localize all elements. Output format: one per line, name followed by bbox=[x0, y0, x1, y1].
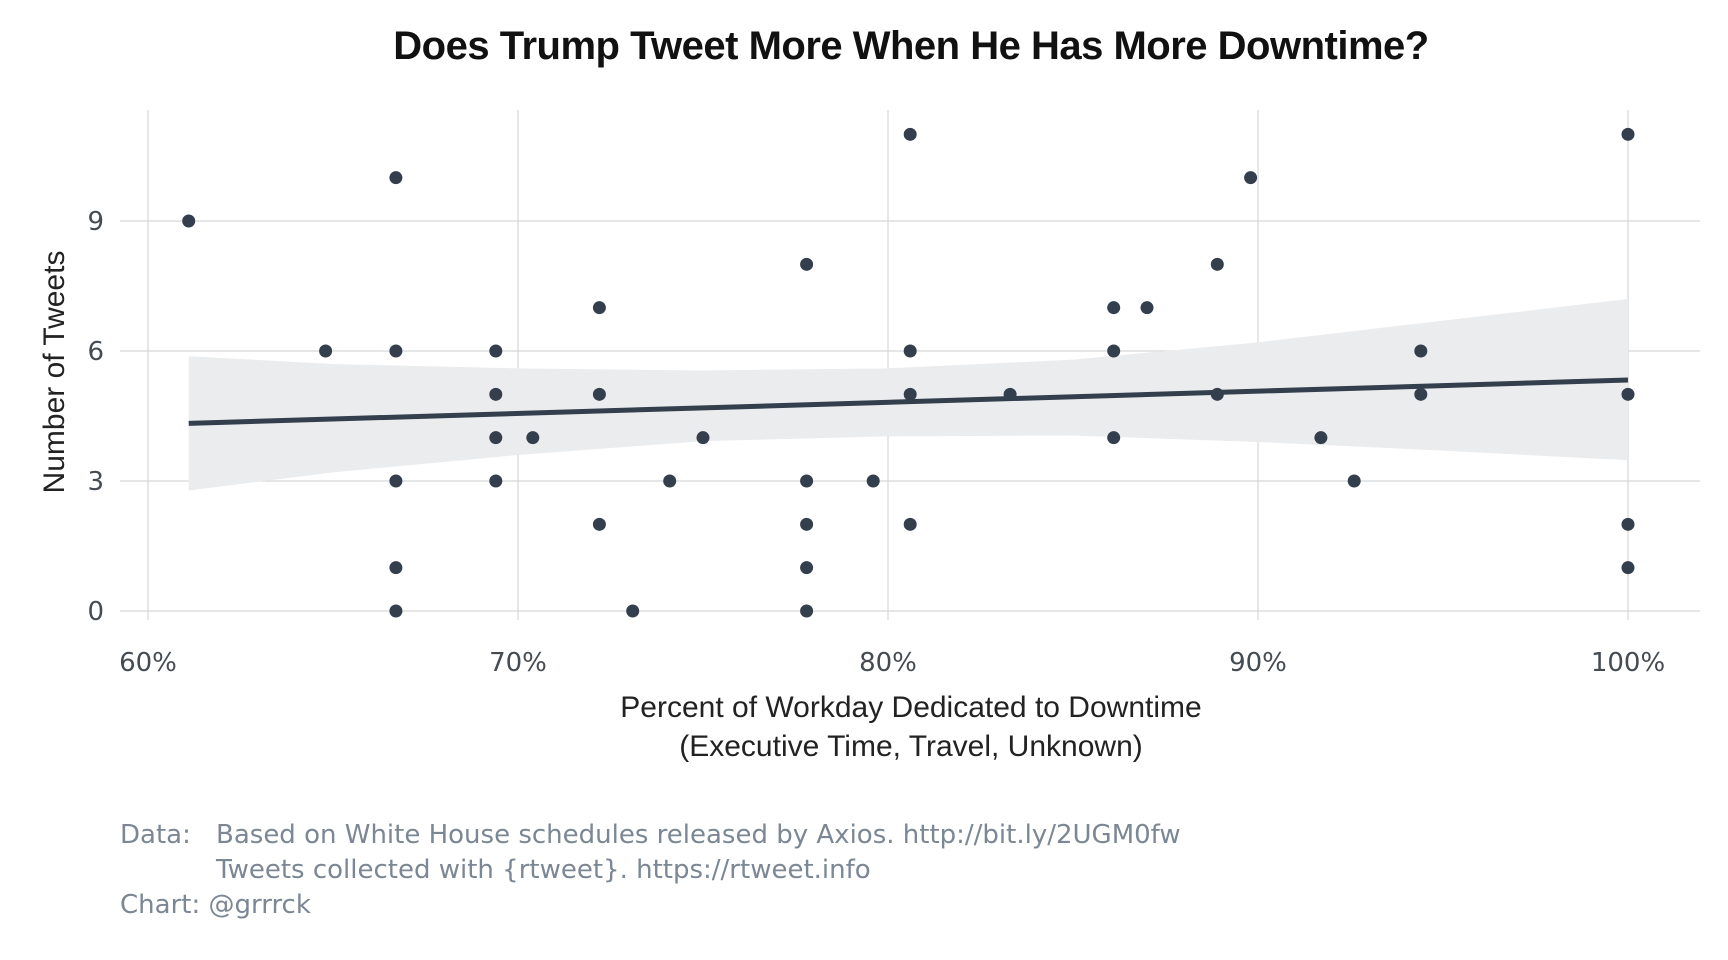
data-point bbox=[903, 127, 917, 141]
data-point bbox=[1107, 344, 1121, 358]
data-point bbox=[903, 344, 917, 358]
data-point bbox=[696, 431, 710, 445]
data-point bbox=[1210, 257, 1224, 271]
data-point bbox=[1414, 387, 1428, 401]
data-point bbox=[1621, 561, 1635, 575]
data-point bbox=[626, 604, 640, 618]
data-point bbox=[1244, 171, 1258, 185]
data-point bbox=[592, 301, 606, 315]
data-point bbox=[800, 561, 814, 575]
x-tick-label: 80% bbox=[859, 648, 917, 678]
data-point bbox=[389, 171, 403, 185]
data-point bbox=[1314, 431, 1328, 445]
data-point bbox=[182, 214, 196, 228]
data-point bbox=[663, 474, 677, 488]
data-point bbox=[389, 344, 403, 358]
data-point bbox=[592, 517, 606, 531]
caption-spacer bbox=[120, 853, 216, 888]
x-axis-label-line-1: Percent of Workday Dedicated to Downtime bbox=[620, 691, 1201, 724]
data-point bbox=[1621, 517, 1635, 531]
data-point bbox=[800, 517, 814, 531]
caption-data-source: Based on White House schedules released … bbox=[216, 820, 1181, 850]
data-point bbox=[903, 387, 917, 401]
chart-caption: Data: Based on White House schedules rel… bbox=[120, 818, 1181, 923]
x-tick-label: 100% bbox=[1591, 648, 1665, 678]
x-axis-label-line-2: (Executive Time, Travel, Unknown) bbox=[679, 730, 1143, 763]
data-point bbox=[1414, 344, 1428, 358]
data-point bbox=[1347, 474, 1361, 488]
tick-labels: 60% 70% 80% 90% 100% 0 3 6 9 bbox=[87, 207, 1665, 678]
data-point bbox=[800, 604, 814, 618]
gridlines bbox=[120, 110, 1700, 620]
x-tick-label: 70% bbox=[489, 648, 547, 678]
data-point bbox=[489, 387, 503, 401]
data-point bbox=[800, 257, 814, 271]
trend-line bbox=[188, 377, 1629, 426]
data-point bbox=[389, 474, 403, 488]
caption-chart-row: Chart: @grrrck bbox=[120, 888, 1181, 923]
data-point bbox=[489, 431, 503, 445]
data-point bbox=[489, 474, 503, 488]
x-tick-label: 90% bbox=[1229, 648, 1287, 678]
x-tick-label: 60% bbox=[119, 648, 177, 678]
y-tick-label: 6 bbox=[87, 337, 104, 367]
data-point bbox=[800, 474, 814, 488]
caption-tweets-source: Tweets collected with {rtweet}. https://… bbox=[216, 855, 871, 885]
data-point bbox=[1107, 301, 1121, 315]
data-point bbox=[489, 344, 503, 358]
data-point bbox=[1621, 127, 1635, 141]
data-point bbox=[592, 387, 606, 401]
y-axis-label: Number of Tweets bbox=[38, 251, 71, 494]
caption-chart-credit: Chart: @grrrck bbox=[120, 890, 311, 920]
caption-data-key: Data: bbox=[120, 820, 191, 850]
y-tick-label: 3 bbox=[87, 467, 104, 497]
y-tick-label: 0 bbox=[87, 597, 104, 627]
data-point bbox=[389, 561, 403, 575]
caption-data-row-2: Tweets collected with {rtweet}. https://… bbox=[120, 853, 1181, 888]
data-points bbox=[182, 127, 1635, 618]
data-point bbox=[1140, 301, 1154, 315]
data-point bbox=[1107, 431, 1121, 445]
y-tick-label: 9 bbox=[87, 207, 104, 237]
data-point bbox=[389, 604, 403, 618]
data-point bbox=[866, 474, 880, 488]
data-point bbox=[1621, 387, 1635, 401]
data-point bbox=[526, 431, 540, 445]
data-point bbox=[903, 517, 917, 531]
caption-data-row: Data: Based on White House schedules rel… bbox=[120, 818, 1181, 853]
chart-title: Does Trump Tweet More When He Has More D… bbox=[393, 24, 1429, 68]
data-point bbox=[319, 344, 333, 358]
